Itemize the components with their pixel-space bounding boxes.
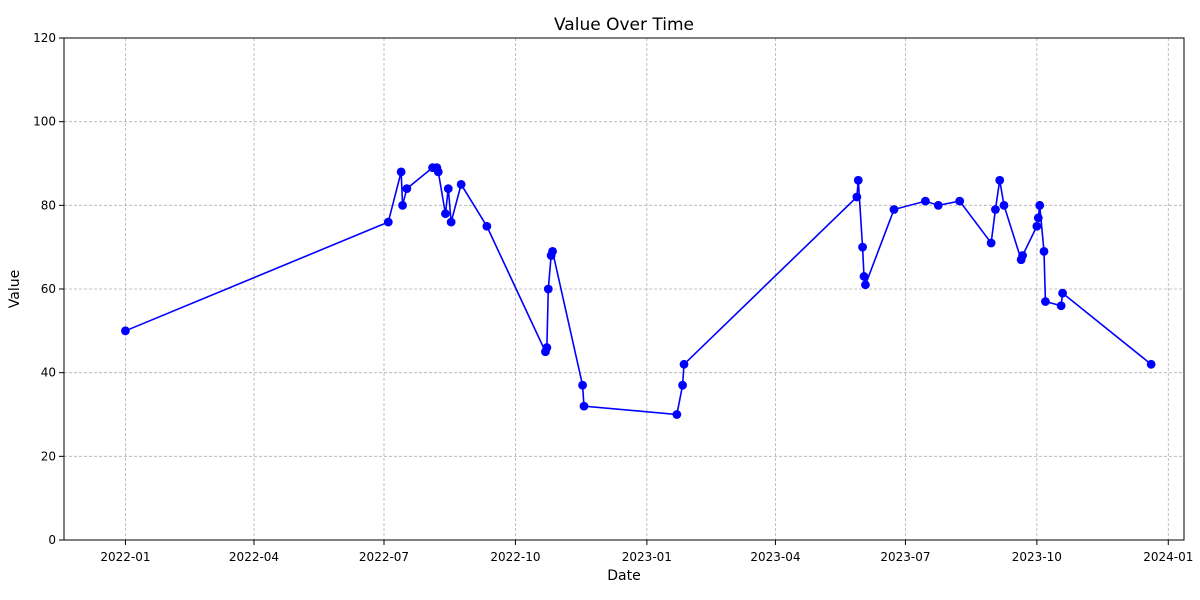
data-point <box>1035 200 1045 210</box>
data-point <box>579 401 589 411</box>
y-tick-label: 20 <box>41 449 56 463</box>
y-tick-label: 120 <box>33 31 56 45</box>
data-point <box>578 380 587 390</box>
data-point <box>542 343 552 352</box>
x-tick-label: 2023-07 <box>880 550 930 564</box>
data-point <box>1058 288 1067 298</box>
data-point <box>858 242 867 252</box>
y-tick-label: 0 <box>48 533 56 547</box>
y-tick-label: 40 <box>41 366 56 380</box>
data-point <box>921 196 930 206</box>
data-point <box>1056 301 1066 311</box>
x-tick-label: 2023-01 <box>622 550 672 564</box>
x-tick-label: 2023-10 <box>1012 550 1062 564</box>
chart-title: Value Over Time <box>554 15 694 35</box>
x-tick-label: 2023-04 <box>750 550 800 564</box>
data-point <box>1033 213 1043 223</box>
y-tick-label: 100 <box>33 115 56 129</box>
x-tick-label: 2022-07 <box>359 550 409 564</box>
data-point <box>1018 251 1027 260</box>
data-point <box>121 326 130 336</box>
data-point <box>933 200 943 210</box>
data-point <box>446 217 456 227</box>
series-line-layer <box>125 166 1152 416</box>
y-axis-label: Value <box>7 270 23 308</box>
x-tick-label: 2022-01 <box>100 550 150 564</box>
data-point <box>398 200 407 210</box>
data-point <box>441 209 450 219</box>
data-point <box>1041 297 1050 306</box>
data-point <box>482 221 492 231</box>
data-point <box>543 284 553 294</box>
data-point <box>433 167 443 177</box>
data-point <box>991 205 1000 214</box>
data-point <box>396 167 406 177</box>
data-point <box>678 380 687 390</box>
series-points <box>121 163 1156 419</box>
data-point <box>443 184 453 194</box>
x-tick-label: 2024-01 <box>1143 550 1193 564</box>
data-point <box>986 238 996 248</box>
data-point <box>383 217 393 227</box>
y-tick-label: 60 <box>41 282 56 296</box>
data-point <box>955 196 965 206</box>
data-point <box>889 205 899 214</box>
data-point <box>995 175 1005 185</box>
x-tick-label: 2022-10 <box>490 550 540 564</box>
data-point <box>861 280 870 290</box>
data-point <box>679 359 689 369</box>
data-point <box>853 175 863 185</box>
data-point <box>859 272 869 281</box>
data-point <box>456 180 466 189</box>
x-tick-label: 2022-04 <box>229 550 279 564</box>
plot-area-frame <box>63 37 1185 541</box>
data-point <box>1032 221 1042 231</box>
data-point <box>1039 246 1049 256</box>
data-point <box>1146 359 1156 369</box>
data-point <box>402 184 412 194</box>
data-point <box>548 246 557 256</box>
data-point <box>999 200 1009 210</box>
axes: 2022-01 2022-04 2022-07 2022-10 2023-01 2023-… <box>33 31 1193 564</box>
data-point <box>672 410 682 419</box>
gridlines <box>64 37 1184 541</box>
data-point <box>852 192 862 202</box>
x-axis-label: Date <box>607 568 640 584</box>
y-tick-label: 80 <box>41 198 56 212</box>
series-line <box>125 166 1152 416</box>
